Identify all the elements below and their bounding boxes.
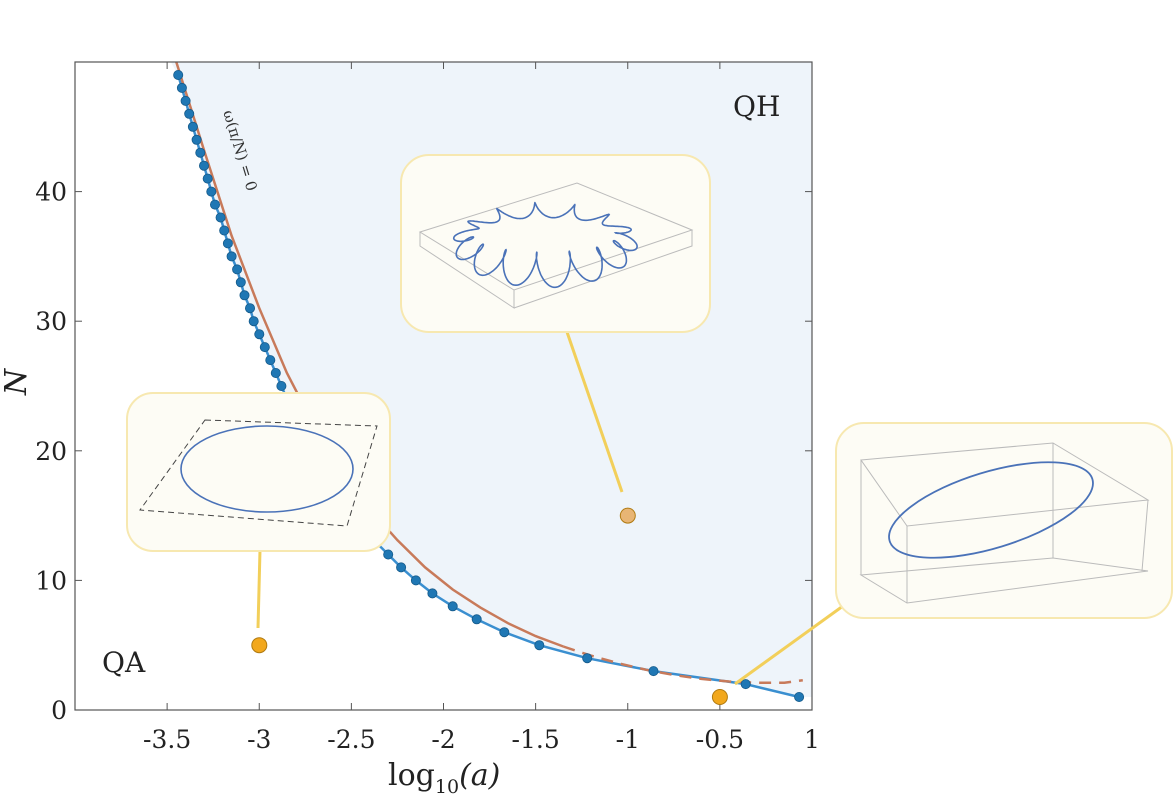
data-point <box>180 95 191 106</box>
data-point <box>202 173 213 184</box>
sample-marker <box>619 507 636 524</box>
data-point <box>219 225 230 236</box>
y-tick-label: 10 <box>35 566 67 595</box>
x-tick-label: 1 <box>804 725 820 754</box>
data-point <box>794 692 805 703</box>
inset-left-connector <box>256 549 262 629</box>
data-point <box>259 342 270 353</box>
sample-marker <box>711 689 728 705</box>
data-point <box>254 329 265 340</box>
x-tick-label: -0.5 <box>696 725 744 754</box>
data-point <box>383 549 394 560</box>
inset-right-connector <box>734 604 844 686</box>
y-axis-title: N <box>0 367 34 396</box>
data-point <box>222 238 233 249</box>
x-axis-title-arg: (a) <box>459 758 500 793</box>
data-point <box>176 82 187 93</box>
x-axis-title-subscript: 10 <box>435 776 459 795</box>
data-point <box>226 251 237 262</box>
data-point <box>471 614 482 625</box>
wavy-loop-curve <box>452 201 638 289</box>
data-point <box>235 277 246 288</box>
data-point <box>198 160 209 171</box>
data-point <box>232 264 243 275</box>
x-tick-label: -2 <box>431 725 455 754</box>
x-tick-label: -1.5 <box>512 725 560 754</box>
inset-middle-connector <box>565 331 624 493</box>
inset-right-tilted-loop <box>835 422 1173 619</box>
data-point <box>427 588 438 599</box>
data-point <box>206 186 217 197</box>
x-axis-title-base: log <box>388 758 435 793</box>
data-point <box>209 199 220 210</box>
numerical-points-group <box>173 70 805 703</box>
x-tick-label: -3.5 <box>143 725 191 754</box>
data-point <box>173 70 184 81</box>
y-tick-label: 0 <box>51 696 67 725</box>
y-tick-label: 30 <box>35 307 67 336</box>
data-point <box>410 575 421 586</box>
x-tick-label: -2.5 <box>327 725 375 754</box>
data-point <box>244 303 255 314</box>
data-point <box>447 601 458 612</box>
data-point <box>191 134 202 145</box>
y-tick-label: 40 <box>35 178 67 207</box>
data-point <box>187 121 198 132</box>
sample-marker <box>251 637 268 654</box>
data-point <box>239 290 250 301</box>
data-point <box>582 653 593 664</box>
data-point <box>499 627 510 638</box>
data-point <box>195 147 206 158</box>
data-point <box>648 666 659 677</box>
data-point <box>740 679 751 690</box>
data-point <box>265 355 276 366</box>
x-axis-title: log10(a) <box>388 758 500 795</box>
data-point <box>248 316 259 327</box>
x-tick-label: -1 <box>616 725 640 754</box>
data-point <box>184 108 195 119</box>
data-point <box>534 640 545 651</box>
data-point <box>215 212 226 223</box>
sample-markers-group <box>251 507 728 705</box>
qa-region-label: QA <box>102 646 146 679</box>
analytic-fit-curve-dashed <box>562 645 803 685</box>
inset-middle-wavy-loop <box>400 154 711 333</box>
x-tick-label: -3 <box>247 725 271 754</box>
y-tick-label: 20 <box>35 437 67 466</box>
inset-left-planar-loop <box>126 392 391 552</box>
data-point <box>396 562 407 573</box>
data-point <box>276 380 287 391</box>
data-point <box>270 367 281 378</box>
qh-region-label: QH <box>733 90 780 123</box>
